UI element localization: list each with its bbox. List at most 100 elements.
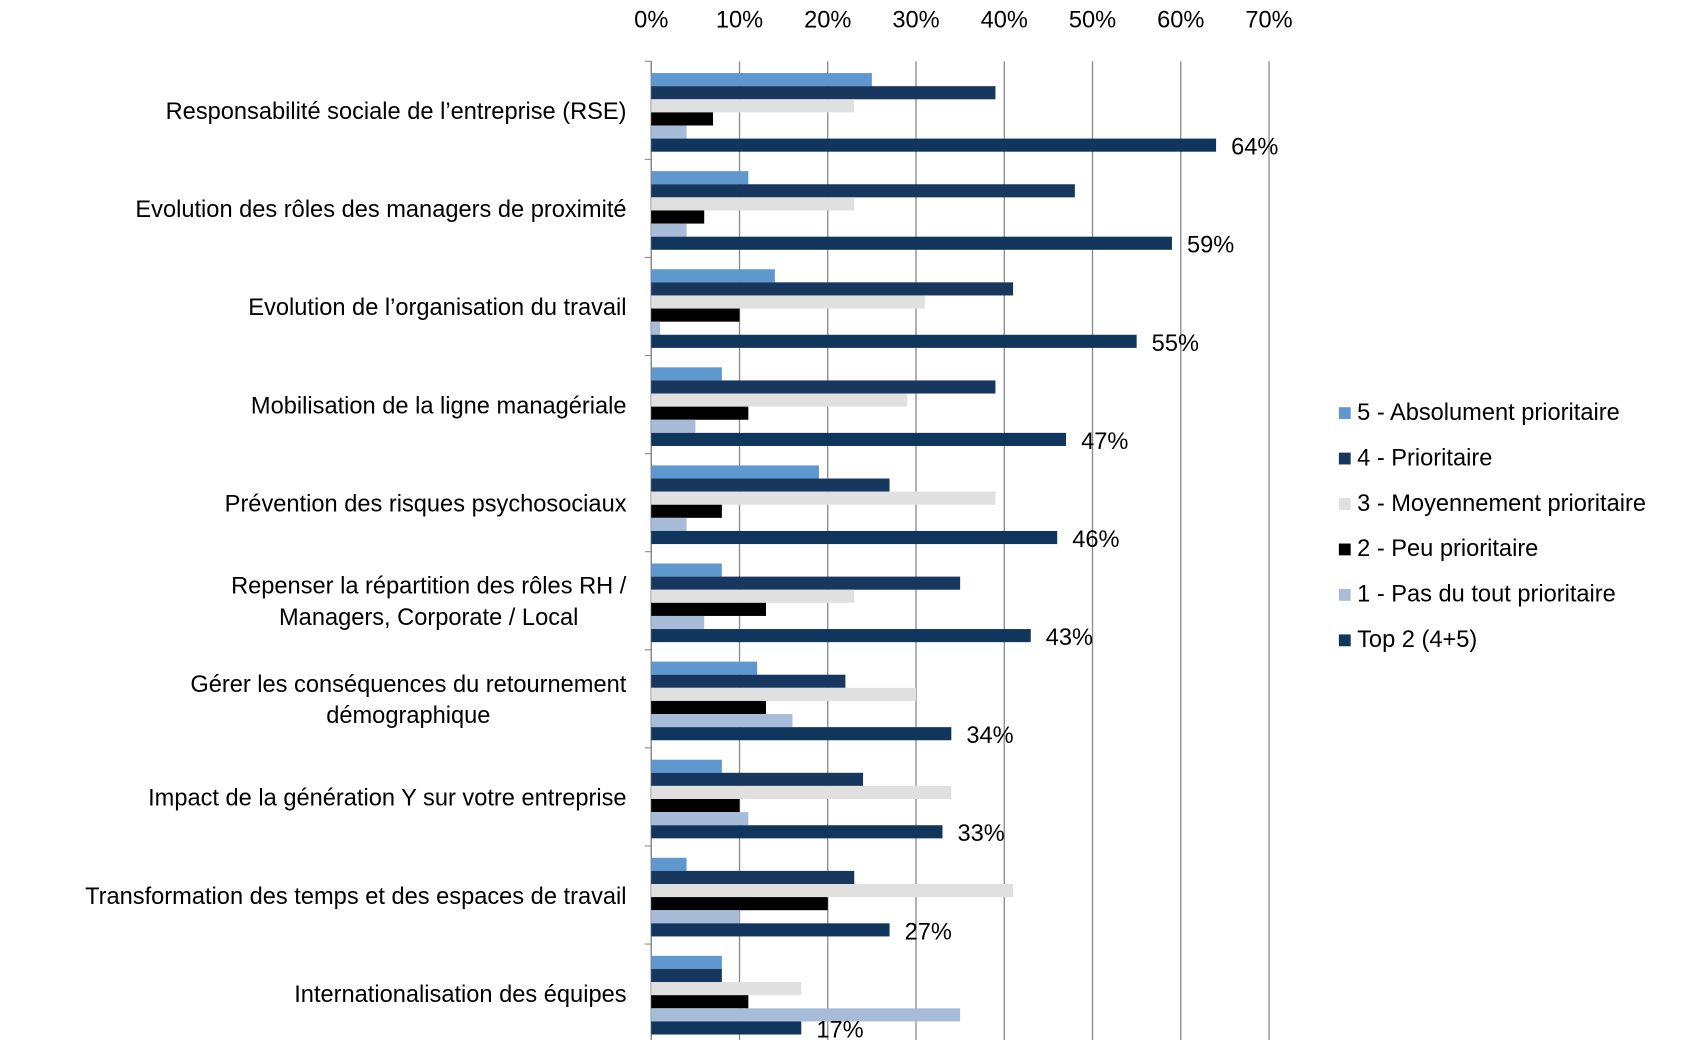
bar [651, 1021, 802, 1035]
bar [651, 982, 802, 996]
bar [651, 700, 766, 715]
bar [651, 171, 749, 185]
x-tick-label: 40% [981, 8, 1028, 34]
data-label: 46% [1072, 527, 1119, 553]
bar [651, 367, 722, 381]
data-label: 47% [1081, 429, 1128, 455]
x-tick-label: 10% [716, 8, 763, 34]
y-tick-label: Evolution des rôles des managers de prox… [135, 197, 626, 223]
bar [651, 380, 996, 394]
y-tick-label: Mobilisation de la ligne managériale [251, 393, 627, 419]
bar [651, 210, 705, 224]
bar [651, 73, 872, 87]
legend-label: 3 - Moyennement prioritaire [1357, 491, 1646, 517]
data-label: 33% [958, 821, 1005, 847]
bar [651, 432, 1067, 446]
bar [651, 674, 846, 688]
legend-swatch [1338, 543, 1351, 556]
y-tick-label: Responsabilité sociale de l’entreprise (… [166, 99, 627, 125]
bar [651, 99, 855, 113]
bar [651, 615, 705, 630]
y-tick-label: Internationalisation des équipes [294, 982, 626, 1008]
bar [651, 629, 1031, 643]
y-tick-label: Impact de la génération Y sur votre entr… [148, 786, 626, 812]
bar [651, 714, 793, 728]
y-tick-label: Repenser la répartition des rôles RH / Ma… [231, 574, 627, 631]
bar [651, 785, 952, 800]
legend-label: 2 - Peu prioritaire [1357, 536, 1538, 562]
bar [651, 223, 687, 237]
bar [651, 857, 687, 871]
legend-swatch [1338, 498, 1351, 510]
bar [651, 184, 1075, 198]
bar [651, 602, 766, 616]
bar [651, 517, 687, 531]
bar [651, 491, 996, 505]
y-tick-label: Prévention des risques psychosociaux [225, 491, 627, 517]
y-tick-label: Transformation des temps et des espaces … [85, 884, 626, 910]
bar [651, 321, 661, 335]
y-tick-label: Evolution de l’organisation du travail [248, 295, 626, 321]
x-tick-label: 50% [1069, 8, 1116, 34]
x-tick-label: 30% [892, 8, 939, 34]
legend-label: 4 - Prioritaire [1357, 445, 1492, 471]
x-tick-label: 0% [634, 8, 668, 34]
bar [651, 870, 855, 884]
bar [651, 125, 687, 139]
legend-swatch [1338, 407, 1351, 420]
bar [651, 923, 890, 937]
y-tick-label: Gérer les conséquences du retournement dé… [190, 672, 626, 729]
bar [651, 138, 1217, 152]
bar [651, 995, 749, 1009]
data-label: 59% [1187, 233, 1234, 259]
data-label: 43% [1046, 625, 1093, 651]
legend-swatch [1338, 588, 1351, 601]
bar [651, 282, 1014, 296]
bar [651, 112, 714, 126]
data-label: 55% [1152, 331, 1199, 357]
bar [651, 812, 749, 826]
bar [651, 884, 1014, 898]
bar [651, 563, 722, 577]
legend-label: 5 - Absolument prioritaire [1357, 400, 1620, 426]
bar [651, 955, 722, 969]
bar [651, 687, 917, 701]
legend-label: 1 - Pas du tout prioritaire [1357, 582, 1616, 608]
legend-swatch [1338, 634, 1351, 647]
bar [651, 334, 1137, 348]
bar [651, 1008, 961, 1022]
data-label: 34% [966, 723, 1013, 749]
bar [651, 799, 740, 813]
x-tick-label: 70% [1245, 8, 1292, 34]
bar [651, 308, 740, 322]
bar [651, 197, 855, 211]
bar [651, 968, 722, 983]
bar [651, 589, 855, 603]
bar [651, 86, 996, 100]
bar [651, 419, 696, 433]
data-label: 27% [905, 919, 952, 945]
bar [651, 661, 758, 675]
bar [651, 393, 908, 407]
x-tick-label: 20% [804, 8, 851, 34]
data-label: 17% [816, 1017, 863, 1040]
bar [651, 406, 749, 420]
data-label: 64% [1231, 135, 1278, 161]
bar [651, 478, 890, 492]
bar [651, 772, 864, 786]
bar [651, 504, 722, 518]
x-tick-label: 60% [1157, 8, 1204, 34]
bar [651, 727, 952, 741]
bar [651, 530, 1058, 545]
bar [651, 236, 1172, 250]
bar [651, 825, 943, 839]
bar [651, 759, 722, 773]
bar [651, 576, 961, 590]
bar [651, 465, 819, 479]
bar [651, 897, 828, 911]
legend-label: Top 2 (4+5) [1357, 627, 1477, 653]
legend-swatch [1338, 452, 1351, 465]
bar [651, 269, 775, 283]
bar [651, 295, 925, 309]
